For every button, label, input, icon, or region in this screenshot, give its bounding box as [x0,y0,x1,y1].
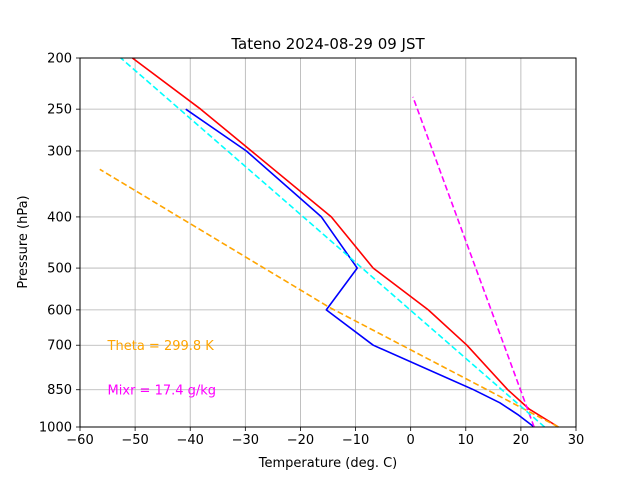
x-axis-ticks: −60 −50 −40 −30 −20 −10 0 10 20 30 [66,427,584,448]
grid-lines [79,57,577,428]
y-tick-label: 250 [47,103,72,118]
series-line-4 [412,96,535,428]
chart-title: Tateno 2024-08-29 09 JST [230,35,425,53]
series-line-3 [99,168,559,428]
annotation-text: Theta = 299.8 K [107,339,215,354]
annotation-text: Mixr = 17.4 g/kg [108,384,217,399]
x-tick-label: −10 [342,433,369,448]
series-lines [99,57,559,428]
plot-frame [79,57,577,428]
x-tick-label: 10 [458,433,475,448]
annotations: Theta = 299.8 K Mixr = 17.4 g/kg [107,339,217,399]
x-tick-label: −40 [177,433,204,448]
series-line-2 [185,108,535,428]
series-line-5 [120,57,546,428]
y-tick-label: 1000 [39,421,72,436]
y-axis-label: Pressure (hPa) [16,195,31,288]
x-tick-label: −30 [232,433,259,448]
y-tick-label: 300 [47,144,72,159]
y-tick-label: 500 [47,262,72,277]
series-line-1 [131,57,559,428]
x-tick-label: −60 [66,433,93,448]
y-tick-label: 200 [47,52,72,67]
y-axis-ticks: 1000 850 700 600 500 400 300 250 200 [39,52,80,436]
y-tick-label: 850 [47,383,72,398]
x-tick-label: 0 [407,433,415,448]
x-axis-label: Temperature (deg. C) [258,456,397,471]
y-tick-label: 400 [47,210,72,225]
x-tick-label: 30 [568,433,585,448]
x-tick-label: −20 [287,433,314,448]
x-tick-label: −50 [121,433,148,448]
y-tick-label: 600 [47,303,72,318]
x-tick-label: 20 [513,433,530,448]
y-tick-label: 700 [47,339,72,354]
